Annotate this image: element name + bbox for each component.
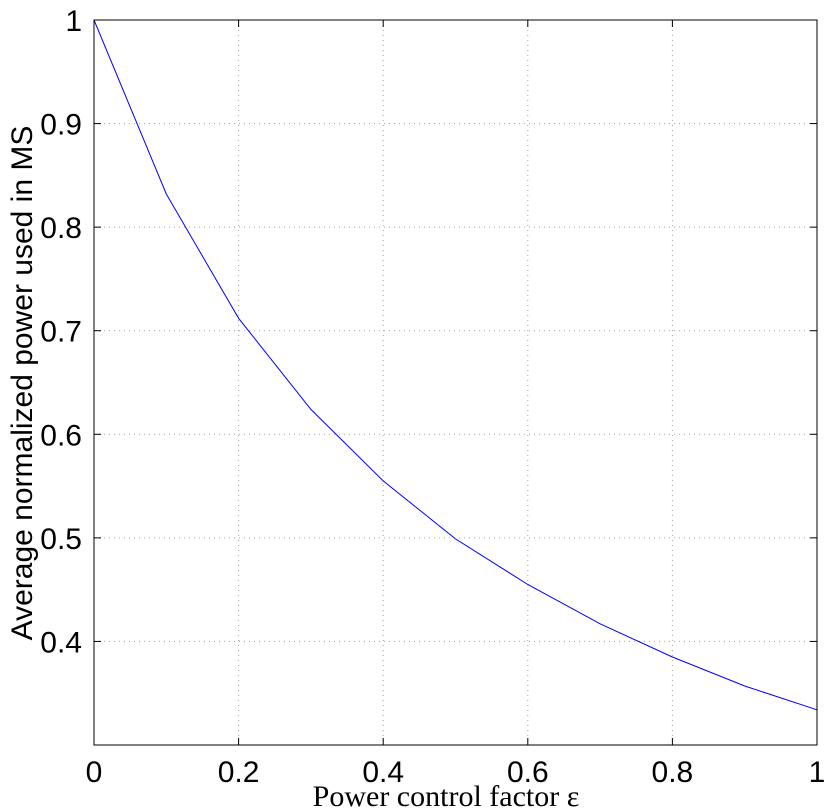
plot-frame bbox=[93, 19, 818, 746]
series-line bbox=[93, 19, 818, 711]
y-tick-label: 0.9 bbox=[40, 109, 82, 142]
ticks bbox=[93, 19, 818, 745]
grid bbox=[94, 20, 817, 745]
x-tick-label: 0.2 bbox=[218, 756, 260, 789]
y-axis-label: Average normalized power used in MS bbox=[6, 126, 39, 641]
x-tick-label: 0.6 bbox=[507, 756, 549, 789]
x-tick-label: 0 bbox=[86, 756, 103, 789]
y-tick-label: 0.6 bbox=[40, 419, 82, 452]
x-tick-label: 0.4 bbox=[362, 756, 404, 789]
y-tick-label: 0.7 bbox=[40, 316, 82, 349]
x-tick-label: 0.8 bbox=[652, 756, 694, 789]
x-tick-label: 1 bbox=[809, 756, 826, 789]
x-axis-label: Power control factor ε bbox=[313, 780, 580, 812]
series-layer bbox=[93, 19, 818, 711]
x-tick-labels: 0 0.2 0.4 0.6 0.8 1 bbox=[86, 756, 826, 789]
y-tick-label: 0.8 bbox=[40, 212, 82, 245]
y-tick-label: 0.5 bbox=[40, 523, 82, 556]
y-tick-labels: 0.4 0.5 0.6 0.7 0.8 0.9 1 bbox=[40, 5, 82, 659]
y-tick-label: 0.4 bbox=[40, 626, 82, 659]
y-tick-label: 1 bbox=[65, 5, 82, 38]
